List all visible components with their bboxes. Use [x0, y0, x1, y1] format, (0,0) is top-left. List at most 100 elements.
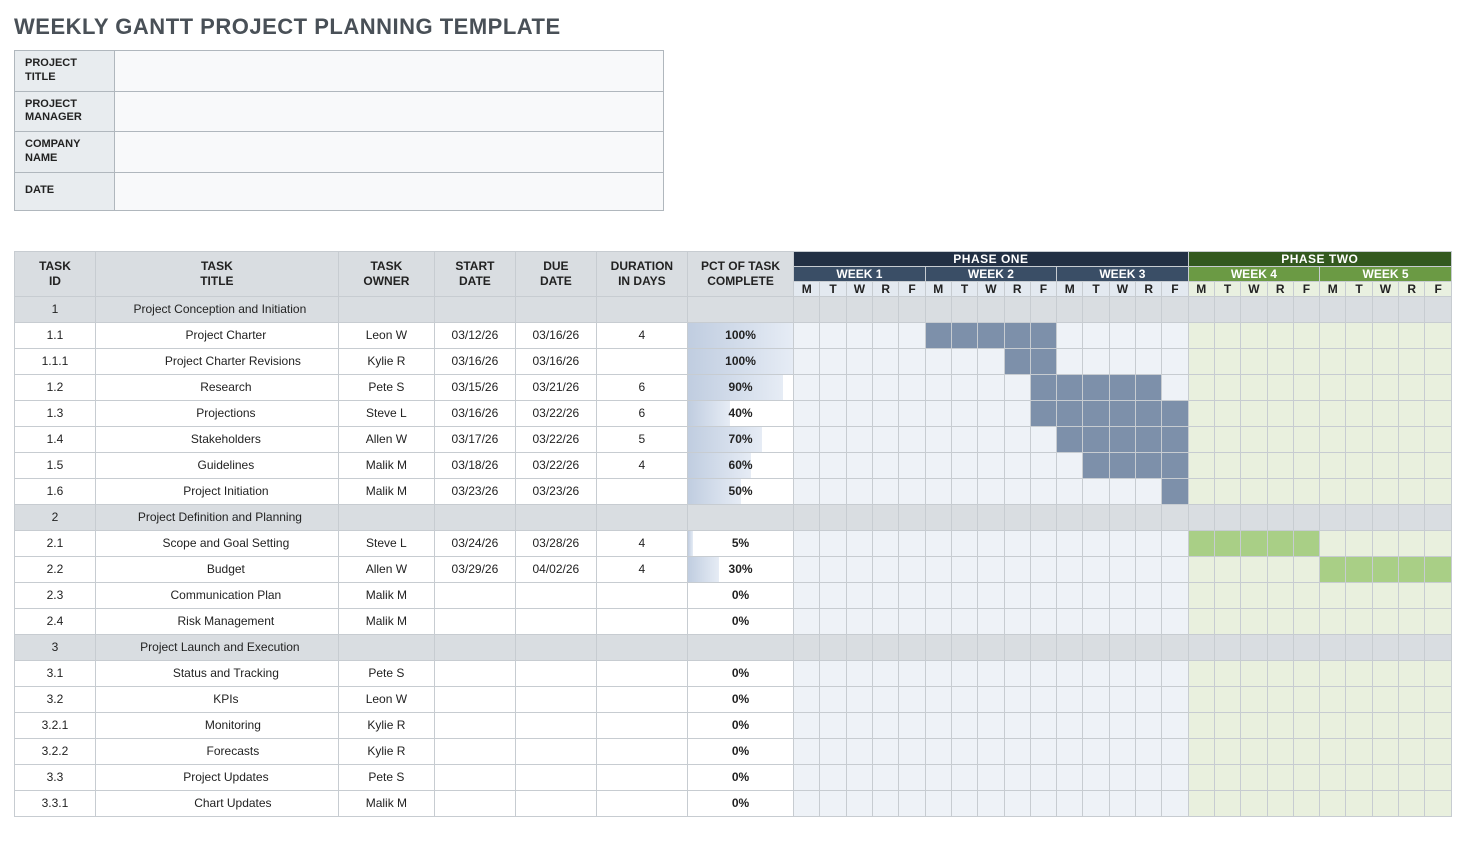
gantt-cell	[1399, 556, 1425, 582]
gantt-cell	[951, 296, 977, 322]
cell-due	[515, 296, 596, 322]
gantt-cell	[794, 530, 820, 556]
gantt-cell	[846, 738, 872, 764]
gantt-cell	[1109, 426, 1135, 452]
gantt-cell	[794, 348, 820, 374]
gantt-cell	[899, 634, 925, 660]
gantt-cell	[1136, 634, 1162, 660]
gantt-cell	[1320, 556, 1346, 582]
gantt-cell	[899, 322, 925, 348]
cell-task-id: 2.2	[15, 556, 96, 582]
meta-value[interactable]	[115, 91, 664, 132]
gantt-cell	[873, 738, 899, 764]
gantt-cell	[1109, 712, 1135, 738]
cell-start: 03/12/26	[434, 322, 515, 348]
gantt-cell	[1214, 686, 1240, 712]
cell-task-id: 2	[15, 504, 96, 530]
gantt-cell	[1241, 712, 1267, 738]
gantt-cell	[899, 764, 925, 790]
meta-value[interactable]	[115, 172, 664, 210]
gantt-cell	[1136, 530, 1162, 556]
cell-task-title: Project Conception and Initiation	[95, 296, 338, 322]
gantt-cell	[820, 556, 846, 582]
column-header: STARTDATE	[434, 251, 515, 296]
gantt-cell	[1320, 296, 1346, 322]
cell-duration	[596, 660, 687, 686]
gantt-cell	[1241, 660, 1267, 686]
gantt-cell	[1372, 608, 1398, 634]
cell-start	[434, 764, 515, 790]
cell-start	[434, 608, 515, 634]
gantt-cell	[1320, 686, 1346, 712]
gantt-cell	[846, 400, 872, 426]
gantt-cell	[1030, 478, 1056, 504]
gantt-cell	[1399, 322, 1425, 348]
cell-task-title: Guidelines	[95, 452, 338, 478]
gantt-cell	[1057, 400, 1083, 426]
gantt-cell	[978, 582, 1004, 608]
gantt-cell	[1083, 556, 1109, 582]
day-header: R	[873, 281, 899, 296]
gantt-cell	[925, 764, 951, 790]
cell-task-id: 1	[15, 296, 96, 322]
gantt-cell	[1136, 504, 1162, 530]
meta-value[interactable]	[115, 51, 664, 92]
gantt-cell	[1425, 608, 1452, 634]
gantt-cell	[1399, 348, 1425, 374]
gantt-cell	[1188, 296, 1214, 322]
gantt-cell	[1083, 660, 1109, 686]
gantt-cell	[1030, 452, 1056, 478]
gantt-cell	[1372, 452, 1398, 478]
day-header: M	[1057, 281, 1083, 296]
day-header: R	[1267, 281, 1293, 296]
gantt-cell	[1004, 686, 1030, 712]
gantt-cell	[794, 426, 820, 452]
cell-due: 03/21/26	[515, 374, 596, 400]
gantt-cell	[1372, 504, 1398, 530]
day-header: F	[1425, 281, 1452, 296]
gantt-cell	[1188, 348, 1214, 374]
gantt-cell	[846, 634, 872, 660]
gantt-cell	[1241, 608, 1267, 634]
cell-task-id: 1.6	[15, 478, 96, 504]
gantt-cell	[1372, 556, 1398, 582]
cell-task-title: Project Charter Revisions	[95, 348, 338, 374]
cell-pct: 50%	[687, 478, 793, 504]
gantt-cell	[951, 348, 977, 374]
gantt-cell	[873, 348, 899, 374]
gantt-cell	[951, 478, 977, 504]
gantt-cell	[1109, 530, 1135, 556]
cell-pct: 5%	[687, 530, 793, 556]
gantt-cell	[951, 556, 977, 582]
gantt-cell	[794, 738, 820, 764]
meta-value[interactable]	[115, 132, 664, 173]
gantt-cell	[1425, 296, 1452, 322]
cell-due	[515, 634, 596, 660]
gantt-cell	[1004, 452, 1030, 478]
gantt-table: TASKIDTASKTITLETASKOWNERSTARTDATEDUEDATE…	[14, 251, 1452, 817]
gantt-cell	[1346, 452, 1372, 478]
cell-due: 04/02/26	[515, 556, 596, 582]
cell-task-title: Projections	[95, 400, 338, 426]
day-header: W	[978, 281, 1004, 296]
gantt-cell	[1346, 660, 1372, 686]
gantt-cell	[1372, 634, 1398, 660]
gantt-cell	[1293, 660, 1319, 686]
gantt-cell	[899, 712, 925, 738]
cell-owner: Malik M	[338, 582, 434, 608]
gantt-cell	[951, 608, 977, 634]
gantt-cell	[820, 738, 846, 764]
gantt-cell	[1346, 348, 1372, 374]
cell-task-id: 3.3	[15, 764, 96, 790]
gantt-cell	[1372, 322, 1398, 348]
gantt-cell	[1109, 322, 1135, 348]
gantt-cell	[1109, 634, 1135, 660]
gantt-cell	[925, 738, 951, 764]
gantt-cell	[1293, 478, 1319, 504]
gantt-cell	[820, 348, 846, 374]
cell-owner	[338, 634, 434, 660]
gantt-cell	[1267, 608, 1293, 634]
gantt-cell	[978, 504, 1004, 530]
gantt-cell	[1346, 504, 1372, 530]
gantt-cell	[1320, 374, 1346, 400]
